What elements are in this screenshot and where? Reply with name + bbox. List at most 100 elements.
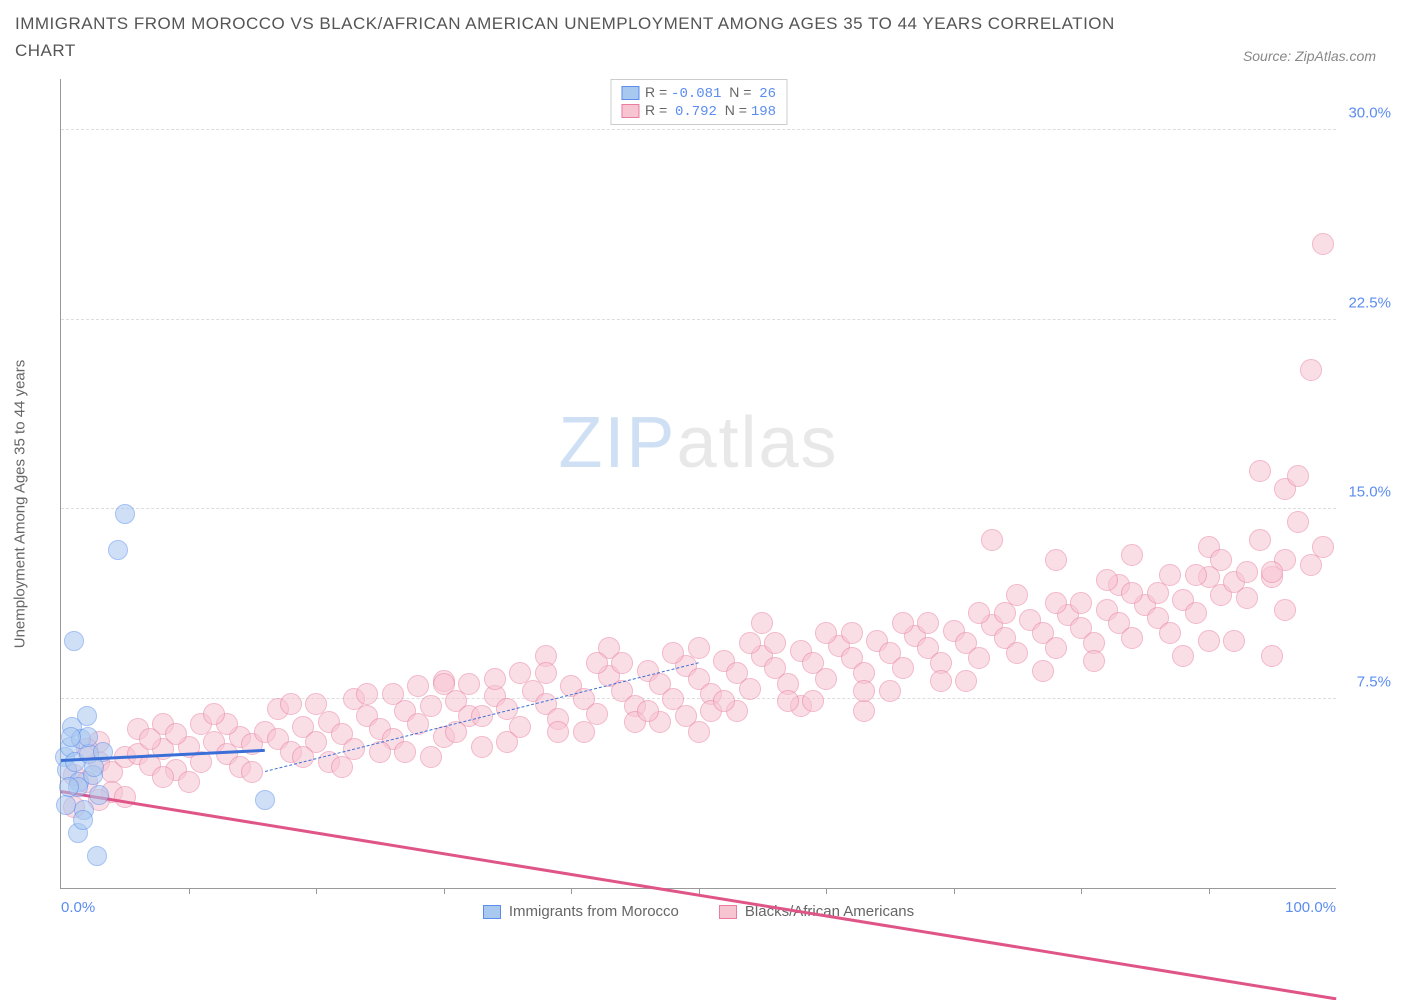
swatch-icon — [621, 86, 639, 100]
data-point — [496, 731, 518, 753]
data-point — [1236, 561, 1258, 583]
chart-title: IMMIGRANTS FROM MOROCCO VS BLACK/AFRICAN… — [15, 10, 1115, 64]
data-point — [1006, 642, 1028, 664]
plot-area: ZIPatlas R = -0.081 N = 26 R = 0.792 N =… — [60, 79, 1336, 889]
data-point — [108, 540, 128, 560]
data-point — [241, 761, 263, 783]
data-point — [764, 632, 786, 654]
data-point — [1249, 460, 1271, 482]
data-point — [1159, 564, 1181, 586]
data-point — [420, 695, 442, 717]
data-point — [484, 668, 506, 690]
data-point — [1045, 637, 1067, 659]
data-point — [471, 736, 493, 758]
data-point — [1121, 582, 1143, 604]
data-point — [1185, 564, 1207, 586]
legend-row-morocco: R = -0.081 N = 26 — [621, 84, 776, 102]
data-point — [394, 741, 416, 763]
data-point — [1159, 622, 1181, 644]
data-point — [547, 721, 569, 743]
trend-line — [61, 790, 1336, 1000]
data-point — [178, 771, 200, 793]
data-point — [77, 706, 97, 726]
data-point — [1249, 529, 1271, 551]
data-point — [853, 700, 875, 722]
series-legend: Immigrants from Morocco Blacks/African A… — [61, 903, 1336, 920]
data-point — [1312, 233, 1334, 255]
data-point — [713, 690, 735, 712]
data-point — [1261, 561, 1283, 583]
y-tick-label: 30.0% — [1348, 104, 1391, 121]
gridline — [61, 129, 1336, 130]
data-point — [1045, 549, 1067, 571]
data-point — [688, 637, 710, 659]
data-point — [1121, 627, 1143, 649]
data-point — [1210, 549, 1232, 571]
x-tick — [571, 888, 572, 894]
data-point — [1045, 592, 1067, 614]
data-point — [331, 756, 353, 778]
data-point — [777, 690, 799, 712]
data-point — [280, 693, 302, 715]
data-point — [955, 670, 977, 692]
data-point — [611, 652, 633, 674]
data-point — [1274, 599, 1296, 621]
correlation-legend: R = -0.081 N = 26 R = 0.792 N = 198 — [610, 79, 787, 125]
data-point — [458, 673, 480, 695]
y-tick-label: 7.5% — [1357, 673, 1391, 690]
data-point — [115, 504, 135, 524]
data-point — [802, 690, 824, 712]
data-point — [1300, 359, 1322, 381]
data-point — [1261, 645, 1283, 667]
data-point — [879, 680, 901, 702]
data-point — [509, 662, 531, 684]
gridline — [61, 508, 1336, 509]
x-tick — [316, 888, 317, 894]
data-point — [1312, 536, 1334, 558]
data-point — [61, 727, 81, 747]
data-point — [73, 810, 93, 830]
data-point — [89, 785, 109, 805]
swatch-icon — [483, 905, 501, 919]
data-point — [892, 657, 914, 679]
x-tick — [444, 888, 445, 894]
data-point — [433, 673, 455, 695]
data-point — [56, 795, 76, 815]
watermark: ZIPatlas — [558, 402, 838, 484]
gridline — [61, 698, 1336, 699]
source-attribution: Source: ZipAtlas.com — [1243, 48, 1376, 64]
data-point — [1185, 602, 1207, 624]
data-point — [815, 622, 837, 644]
data-point — [968, 602, 990, 624]
data-point — [917, 612, 939, 634]
data-point — [407, 675, 429, 697]
swatch-icon — [719, 905, 737, 919]
x-tick-label: 100.0% — [1285, 899, 1336, 916]
gridline — [61, 319, 1336, 320]
data-point — [853, 680, 875, 702]
data-point — [1287, 465, 1309, 487]
x-tick — [954, 888, 955, 894]
x-tick — [1081, 888, 1082, 894]
data-point — [1287, 511, 1309, 533]
data-point — [841, 622, 863, 644]
data-point — [1006, 584, 1028, 606]
data-point — [1070, 592, 1092, 614]
data-point — [1096, 569, 1118, 591]
x-tick — [1209, 888, 1210, 894]
data-point — [968, 647, 990, 669]
data-point — [1121, 544, 1143, 566]
data-point — [930, 670, 952, 692]
data-point — [1172, 645, 1194, 667]
data-point — [815, 668, 837, 690]
data-point — [59, 777, 79, 797]
data-point — [535, 662, 557, 684]
legend-row-blacks: R = 0.792 N = 198 — [621, 102, 776, 120]
y-tick-label: 15.0% — [1348, 484, 1391, 501]
swatch-icon — [621, 104, 639, 118]
y-tick-label: 22.5% — [1348, 294, 1391, 311]
x-tick — [189, 888, 190, 894]
x-tick — [826, 888, 827, 894]
data-point — [203, 703, 225, 725]
data-point — [165, 723, 187, 745]
